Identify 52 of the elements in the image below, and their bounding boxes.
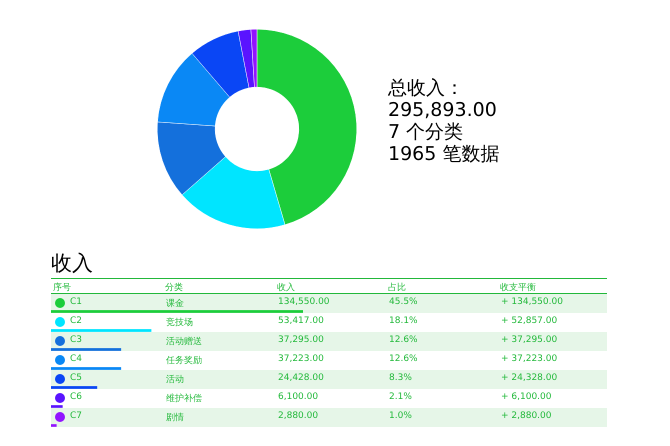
bar <box>51 329 152 332</box>
data-label: 2,880.00 <box>278 411 318 421</box>
text: 2.1% <box>389 392 412 402</box>
text: 收入 <box>277 282 295 294</box>
legend-label: C5 <box>70 373 82 383</box>
text: + 52,857.00 <box>501 316 558 326</box>
data-label: 37,295.00 <box>278 335 324 345</box>
legend-label: C1 <box>70 297 82 307</box>
text: 总收入： <box>388 77 465 99</box>
text: 收支平衡 <box>500 282 536 294</box>
text: 18.1% <box>389 316 418 326</box>
text: 课金 <box>166 299 184 309</box>
data-label: 134,550.00 <box>278 297 330 307</box>
text: 占比 <box>388 282 406 294</box>
text: 任务奖励 <box>166 356 202 366</box>
data-label: 6,100.00 <box>278 392 318 402</box>
text: 分类 <box>165 282 183 294</box>
bar <box>51 405 63 408</box>
legend-label: C3 <box>70 335 82 345</box>
data-label: 37,223.00 <box>278 354 324 364</box>
bar <box>51 367 122 370</box>
legend-label: C2 <box>70 316 82 326</box>
legend-label: C7 <box>70 411 82 421</box>
text: 维护补偿 <box>166 394 202 404</box>
bar <box>51 424 57 427</box>
bar <box>51 348 122 351</box>
text: 活动赠送 <box>166 337 202 347</box>
text: 竞技场 <box>166 318 193 328</box>
text: 1965 笔数据 <box>388 143 500 165</box>
legend-label: C6 <box>70 392 82 402</box>
text: 1.0% <box>389 411 412 421</box>
text: 剧情 <box>166 413 184 423</box>
text: 序号 <box>53 282 71 294</box>
text: + 134,550.00 <box>501 297 563 307</box>
text: + 24,328.00 <box>501 373 558 383</box>
text: 7 个分类 <box>388 121 464 143</box>
text: 12.6% <box>389 335 418 345</box>
data-label: 24,428.00 <box>278 373 324 383</box>
text: 活动 <box>166 375 184 385</box>
bar <box>51 386 98 389</box>
text: 12.6% <box>389 354 418 364</box>
text: 295,893.00 <box>388 99 498 121</box>
bar <box>51 310 303 313</box>
text: + 6,100.00 <box>501 392 552 402</box>
text: 45.5% <box>389 297 418 307</box>
legend-label: C4 <box>70 354 82 364</box>
data-label: 53,417.00 <box>278 316 324 326</box>
text: + 37,295.00 <box>501 335 558 345</box>
chart-title: 收入 <box>51 250 93 277</box>
text: + 37,223.00 <box>501 354 558 364</box>
text: + 2,880.00 <box>501 411 552 421</box>
text: 8.3% <box>389 373 412 383</box>
